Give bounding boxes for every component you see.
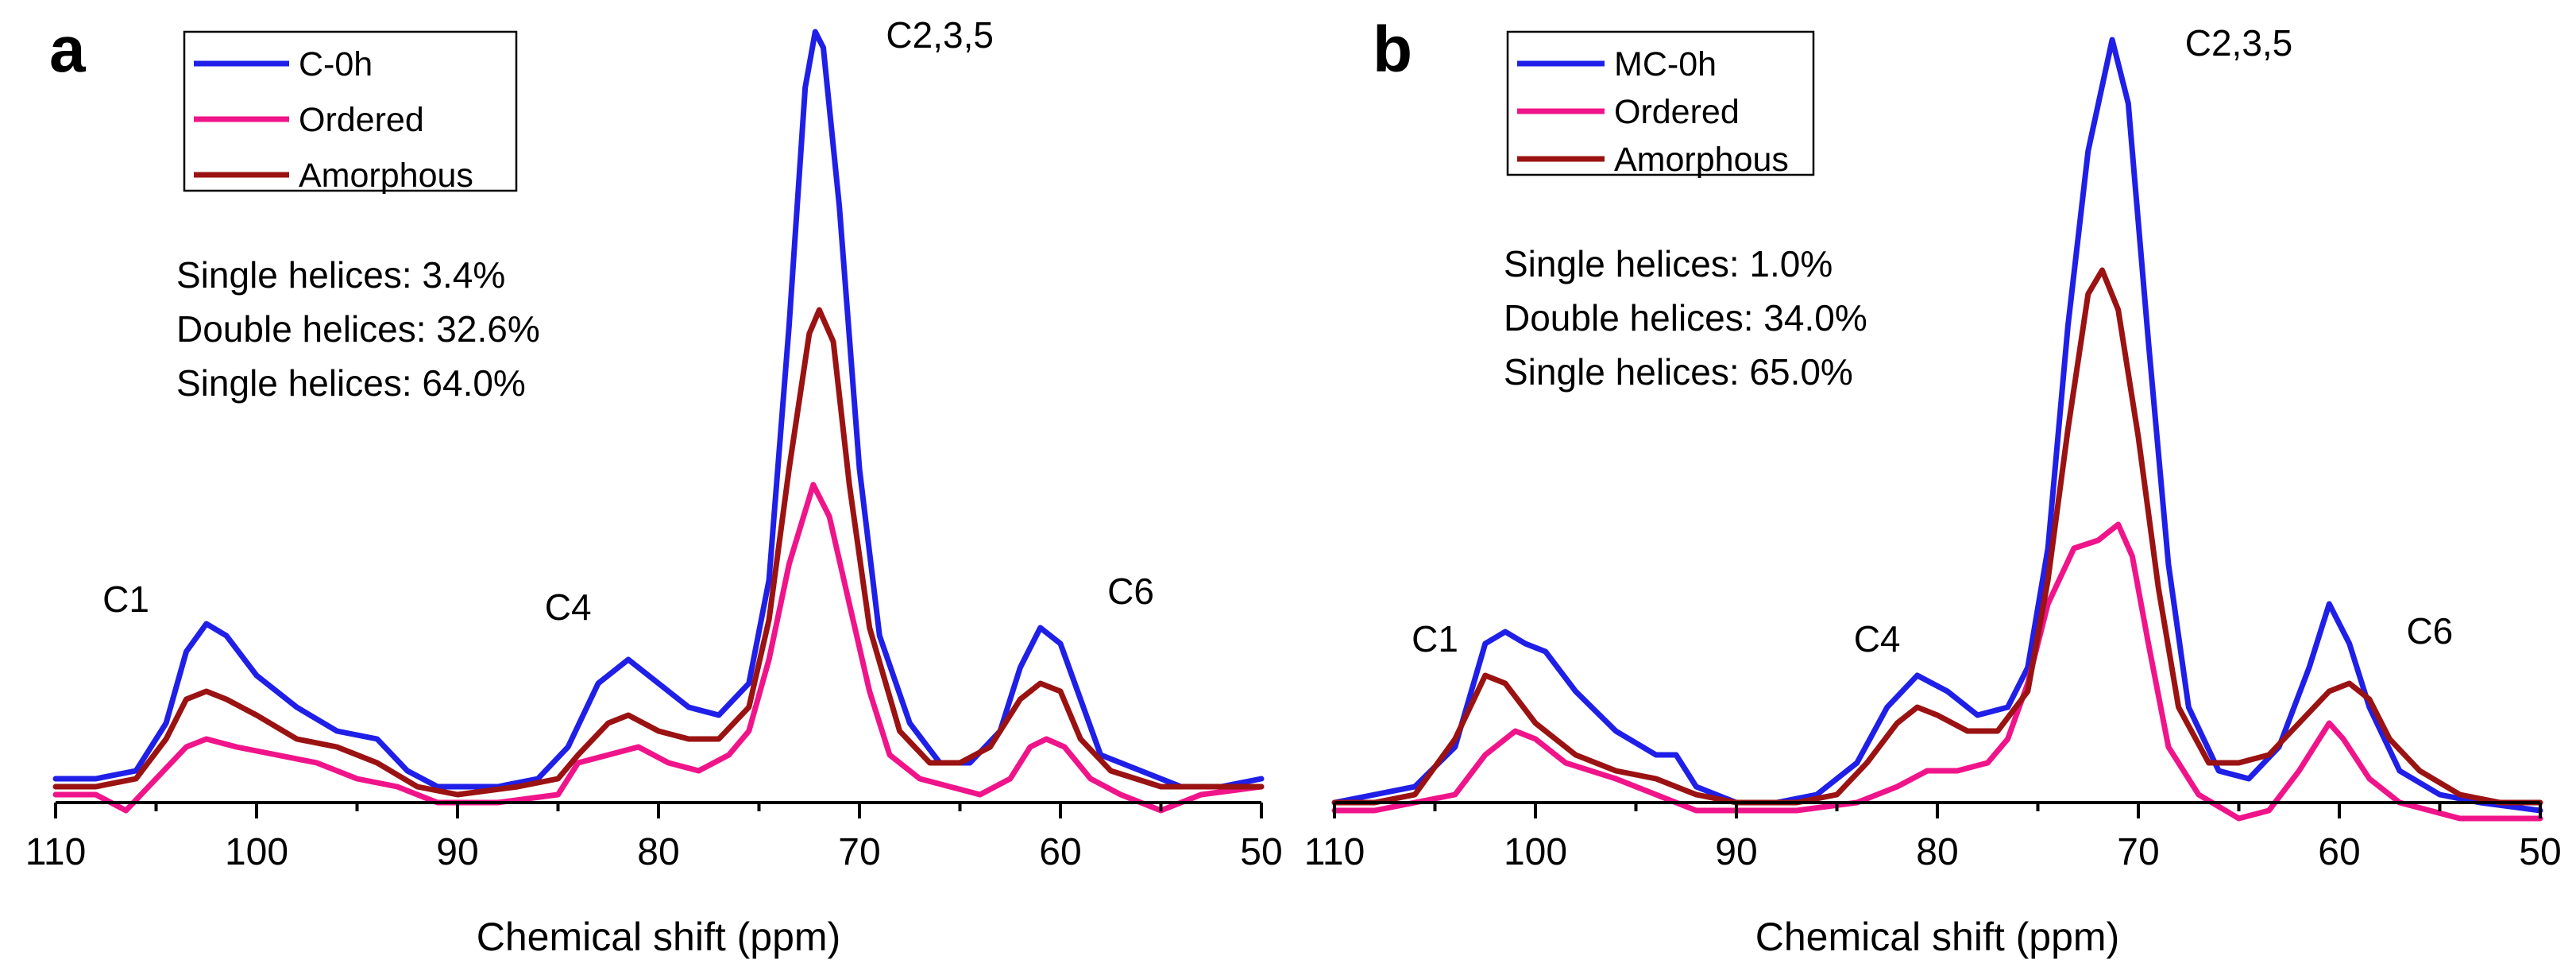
legend-label: Amorphous bbox=[1614, 141, 1789, 179]
legend-label: C-0h bbox=[299, 45, 373, 83]
x-tick-label: 70 bbox=[2117, 831, 2159, 873]
series-line-mc-0h bbox=[1331, 37, 2543, 814]
x-tick-label: 50 bbox=[1240, 831, 1282, 873]
legend-box bbox=[183, 30, 518, 192]
x-axis-title: Chemical shift (ppm) bbox=[1755, 915, 2119, 959]
panel-letter: a bbox=[49, 14, 87, 86]
legend-label: Ordered bbox=[1614, 93, 1740, 131]
legend-box bbox=[1506, 30, 1815, 176]
helix-fraction-text: Single helices: 1.0% bbox=[1504, 243, 1833, 284]
x-axis-title: Chemical shift (ppm) bbox=[477, 915, 840, 959]
panel-letter: b bbox=[1373, 14, 1412, 86]
helix-fraction-text: Single helices: 3.4% bbox=[176, 254, 505, 296]
x-tick-label: 60 bbox=[1039, 831, 1081, 873]
peak-label-c2-3-5: C2,3,5 bbox=[886, 14, 994, 56]
helix-fraction-text: Double helices: 32.6% bbox=[176, 308, 540, 350]
legend-label: Amorphous bbox=[299, 157, 473, 195]
series-line-amorphous bbox=[1331, 267, 2543, 806]
x-tick-label: 80 bbox=[637, 831, 679, 873]
x-tick-label: 90 bbox=[1715, 831, 1757, 873]
peak-label-c1: C1 bbox=[1412, 618, 1458, 660]
legend: C-0h Ordered Amorphous bbox=[183, 30, 518, 195]
x-tick-label: 110 bbox=[1304, 831, 1365, 873]
series-line-ordered bbox=[52, 482, 1265, 814]
peak-label-c6: C6 bbox=[2406, 610, 2453, 652]
peak-label-c4: C4 bbox=[545, 586, 592, 628]
x-tick-label: 70 bbox=[838, 831, 880, 873]
peak-label-c4: C4 bbox=[1854, 618, 1901, 660]
x-tick-label: 90 bbox=[436, 831, 478, 873]
x-tick-label: 100 bbox=[1504, 831, 1567, 873]
x-tick-label: 110 bbox=[25, 831, 87, 873]
panel-a: a 110 100 90 80 70 60 50 Chemical shift (ppm) C1 C… bbox=[25, 14, 1283, 959]
x-tick-label: 50 bbox=[2519, 831, 2561, 873]
helix-fraction-text: Single helices: 65.0% bbox=[1504, 351, 1853, 393]
x-tick-label: 60 bbox=[2318, 831, 2360, 873]
peak-label-c2-3-5: C2,3,5 bbox=[2185, 22, 2293, 64]
x-tick-label: 80 bbox=[1916, 831, 1958, 873]
legend-label: MC-0h bbox=[1614, 45, 1717, 83]
legend: MC-0h Ordered Amorphous bbox=[1506, 30, 1815, 179]
series-line-amorphous bbox=[52, 307, 1265, 798]
panel-b: b 110 100 90 80 70 60 50 Chemical shift (ppm) C1 C… bbox=[1304, 14, 2562, 959]
legend-label: Ordered bbox=[299, 101, 424, 139]
helix-fraction-text: Double helices: 34.0% bbox=[1504, 297, 1867, 339]
helix-fraction-text: Single helices: 64.0% bbox=[176, 362, 526, 404]
peak-label-c6: C6 bbox=[1107, 571, 1154, 612]
x-tick-label: 100 bbox=[225, 831, 288, 873]
peak-label-c1: C1 bbox=[102, 578, 149, 620]
series-line-c-0h bbox=[52, 29, 1265, 790]
